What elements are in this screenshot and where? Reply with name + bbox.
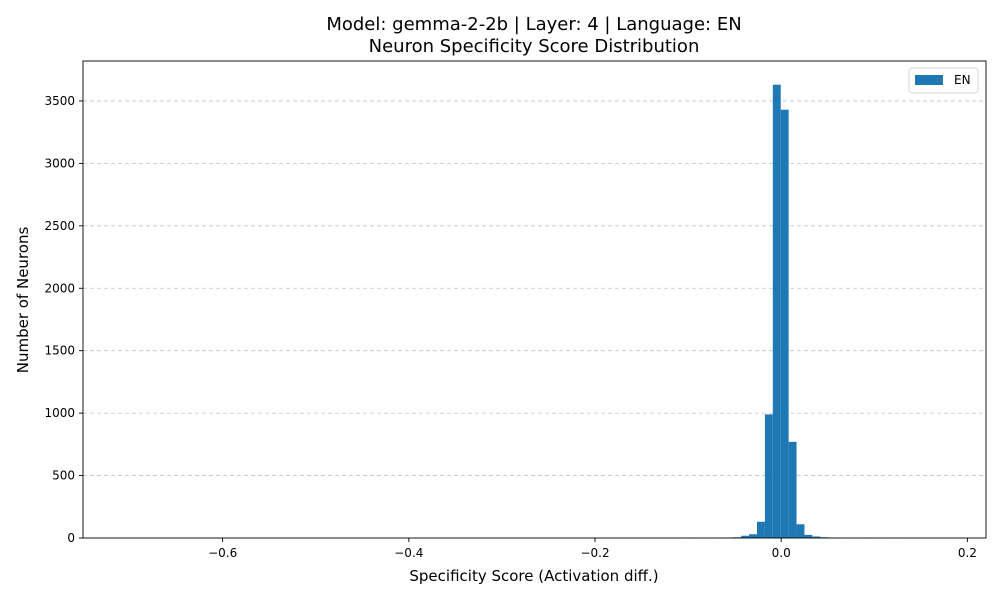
legend-label-en: EN bbox=[954, 73, 971, 87]
x-tick-label: −0.4 bbox=[394, 546, 423, 560]
y-tick-label: 1500 bbox=[44, 344, 75, 358]
y-tick-label: 1000 bbox=[44, 406, 75, 420]
y-tick-label: 500 bbox=[52, 469, 75, 483]
x-axis-label: Specificity Score (Activation diff.) bbox=[409, 567, 658, 585]
histogram-bars bbox=[685, 84, 899, 539]
grid-lines bbox=[83, 100, 986, 476]
legend: EN bbox=[908, 67, 979, 94]
y-axis-label: Number of Neurons bbox=[14, 227, 32, 374]
legend-swatch bbox=[915, 75, 943, 85]
y-axis-ticks: 0 500 1000 1500 2000 2500 3000 3500 bbox=[44, 94, 83, 545]
y-tick-label: 2000 bbox=[44, 281, 75, 295]
x-axis-ticks: −0.6 −0.4 −0.2 0.0 0.2 bbox=[208, 538, 977, 560]
histogram-bar bbox=[741, 535, 750, 538]
x-tick-label: −0.6 bbox=[208, 546, 237, 560]
histogram-bar bbox=[772, 84, 781, 538]
y-tick-label: 3000 bbox=[44, 156, 75, 170]
histogram-bar bbox=[804, 534, 813, 538]
legend-box bbox=[908, 67, 979, 94]
y-tick-label: 3500 bbox=[44, 94, 75, 108]
histogram-bar bbox=[812, 536, 821, 538]
plot-area-frame bbox=[82, 60, 987, 539]
x-tick-label: 0.2 bbox=[958, 546, 977, 560]
y-tick-label: 0 bbox=[67, 531, 75, 545]
histogram-bar bbox=[749, 534, 757, 538]
histogram-bar bbox=[764, 414, 773, 538]
y-tick-label: 2500 bbox=[44, 219, 75, 233]
chart-title-line1: Model: gemma-2-2b | Layer: 4 | Language:… bbox=[326, 14, 741, 35]
histogram-bar bbox=[780, 109, 789, 539]
histogram-bar bbox=[756, 521, 765, 538]
chart-title-line2: Neuron Specificity Score Distribution bbox=[369, 36, 700, 57]
x-tick-label: −0.2 bbox=[580, 546, 609, 560]
x-tick-label: 0.0 bbox=[772, 546, 791, 560]
histogram-bar bbox=[796, 524, 805, 538]
histogram-bar bbox=[788, 441, 797, 538]
